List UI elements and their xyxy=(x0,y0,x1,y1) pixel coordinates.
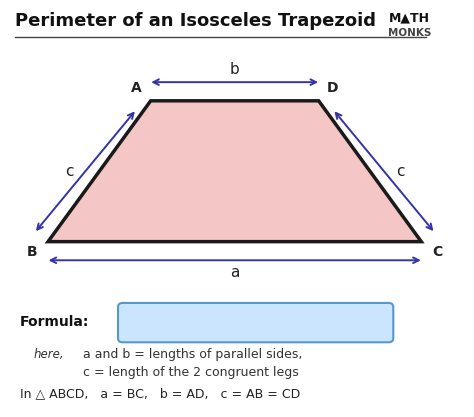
Text: A: A xyxy=(131,81,142,95)
Text: c = length of the 2 congruent legs: c = length of the 2 congruent legs xyxy=(83,366,299,379)
Text: Formula:: Formula: xyxy=(20,315,90,329)
Text: here,: here, xyxy=(34,348,64,361)
Text: D: D xyxy=(327,81,338,95)
Text: Perimeter (P) = a + b + 2c: Perimeter (P) = a + b + 2c xyxy=(152,315,359,329)
Polygon shape xyxy=(48,101,421,241)
Text: b: b xyxy=(230,62,239,77)
Text: a: a xyxy=(230,265,239,280)
Text: C: C xyxy=(432,245,443,259)
Text: a and b = lengths of parallel sides,: a and b = lengths of parallel sides, xyxy=(83,348,302,361)
Text: c: c xyxy=(396,164,404,179)
Text: c: c xyxy=(65,164,73,179)
FancyBboxPatch shape xyxy=(118,303,393,342)
Text: M▲TH: M▲TH xyxy=(389,12,430,25)
Text: Perimeter of an Isosceles Trapezoid: Perimeter of an Isosceles Trapezoid xyxy=(15,12,376,30)
Text: In △ ABCD,   a = BC,   b = AD,   c = AB = CD: In △ ABCD, a = BC, b = AD, c = AB = CD xyxy=(20,387,301,401)
Text: B: B xyxy=(27,245,37,259)
Text: MONKS: MONKS xyxy=(388,28,431,38)
